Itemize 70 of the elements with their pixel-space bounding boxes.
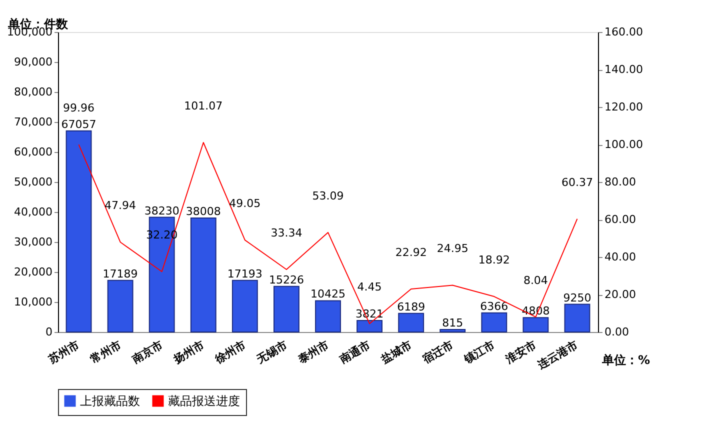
legend-label: 藏品报送进度 <box>168 394 240 408</box>
data-label: 4.45 <box>357 280 382 294</box>
bar <box>107 280 134 332</box>
y2-tick-label: 160.00 <box>604 26 643 38</box>
data-label: 17193 <box>227 267 262 280</box>
y2-tick-label: 0.00 <box>604 326 629 338</box>
x-tick-label: 泰州市 <box>295 338 331 367</box>
x-tick-label: 常州市 <box>88 338 124 366</box>
data-label: 99.96 <box>63 102 95 115</box>
bar <box>481 312 508 332</box>
y-tick-label: 60,000 <box>14 146 52 158</box>
y2-tick-label: 140.00 <box>604 63 643 76</box>
y2-tick-label: 20.00 <box>604 288 636 301</box>
data-label: 24.95 <box>436 242 468 256</box>
bar <box>564 304 590 332</box>
data-label: 6366 <box>480 300 508 313</box>
x-tick-label: 扬州市 <box>170 338 206 367</box>
data-label: 33.34 <box>270 226 302 240</box>
y-tick-label: 70,000 <box>14 116 52 128</box>
data-label: 53.09 <box>312 189 344 202</box>
legend-label: 上报藏品数 <box>80 394 140 408</box>
y-tick-label: 30,000 <box>14 236 52 248</box>
data-label: 17189 <box>102 267 138 280</box>
data-label: 8.04 <box>523 274 548 287</box>
bar <box>522 317 549 332</box>
y2-tick-label: 60.00 <box>604 213 636 226</box>
x-tick-label: 盐城市 <box>378 338 414 367</box>
data-label: 38008 <box>186 204 221 218</box>
bar <box>66 130 92 332</box>
x-tick-label: 连云港市 <box>534 338 580 372</box>
data-label: 6189 <box>397 300 426 314</box>
x-tick-label: 无锡市 <box>254 338 290 367</box>
y-tick-label: 90,000 <box>14 56 52 68</box>
data-label: 815 <box>442 316 464 330</box>
data-label: 67057 <box>61 118 96 131</box>
data-label: 60.37 <box>561 176 593 189</box>
x-tick-label: 苏州市 <box>46 338 82 367</box>
y-tick-label: 10,000 <box>14 296 52 308</box>
y2-tick-label: 80.00 <box>604 176 636 188</box>
data-label: 49.05 <box>229 197 261 210</box>
y2-tick-label: 40.00 <box>604 250 636 264</box>
x-tick-label: 宿迁市 <box>420 338 456 367</box>
bar <box>190 217 216 332</box>
x-tick-label: 南通市 <box>336 338 373 367</box>
y-tick-label: 0 <box>46 326 52 338</box>
x-tick-label: 镇江市 <box>461 338 498 367</box>
data-label: 9250 <box>563 291 592 304</box>
bar <box>315 300 341 332</box>
bar <box>274 286 300 332</box>
bar <box>356 320 382 332</box>
data-label: 47.94 <box>104 199 136 212</box>
x-tick-label: 徐州市 <box>212 338 248 367</box>
y-tick-label: 80,000 <box>14 86 52 98</box>
data-label: 10425 <box>310 288 346 301</box>
y-tick-label: 50,000 <box>14 176 52 188</box>
data-label: 15226 <box>268 273 304 286</box>
text: 单位：% <box>601 353 650 367</box>
bar <box>232 280 258 332</box>
data-label: 18.92 <box>478 254 510 267</box>
y2-tick-label: 100.00 <box>604 138 643 151</box>
y2-tick-label: 120.00 <box>604 100 643 114</box>
bar <box>440 329 466 332</box>
y-tick-label: 20,000 <box>14 266 52 278</box>
x-tick-label: 南京市 <box>128 338 165 367</box>
bar <box>398 312 424 332</box>
y-tick-label: 40,000 <box>14 206 52 218</box>
bar <box>148 216 175 332</box>
data-label: 22.92 <box>395 246 427 260</box>
data-label: 101.07 <box>184 99 223 112</box>
data-label: 38230 <box>144 204 180 218</box>
